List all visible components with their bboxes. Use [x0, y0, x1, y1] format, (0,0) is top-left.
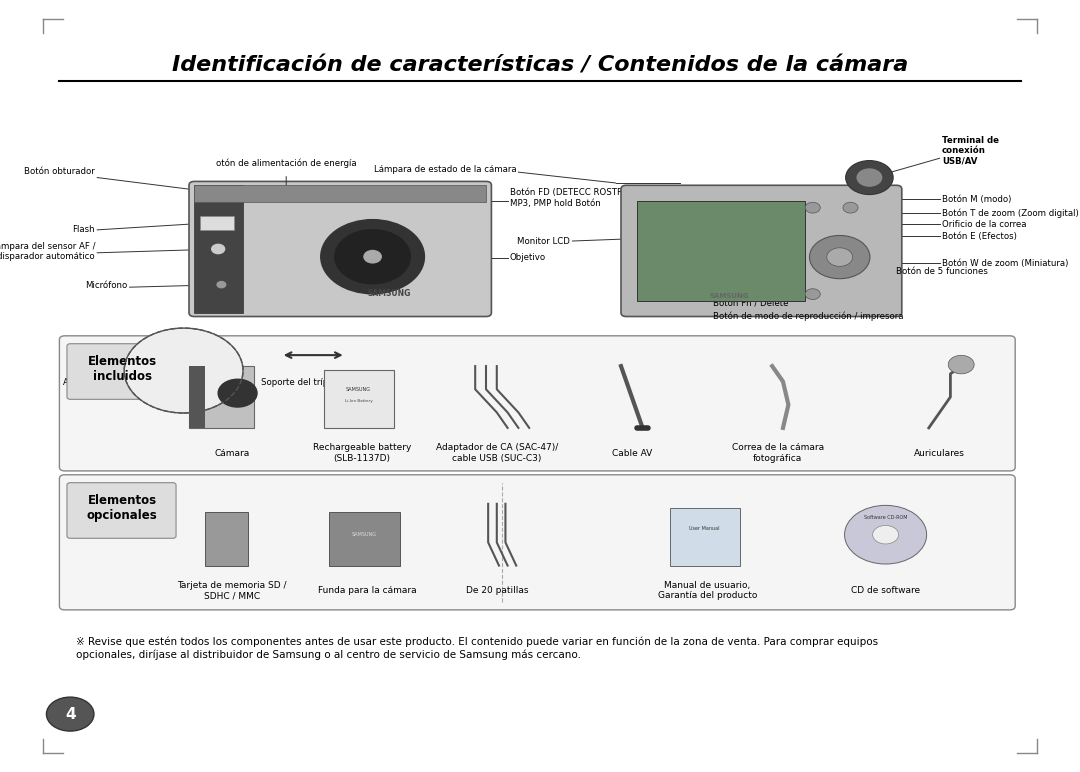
Text: Adaptador de CA (SAC-47)/
cable USB (SUC-C3): Adaptador de CA (SAC-47)/ cable USB (SUC… [435, 443, 558, 463]
Text: Correa de la cámara
fotográfica: Correa de la cámara fotográfica [731, 443, 824, 463]
Bar [670, 508, 740, 566]
Text: Micrófono: Micrófono [85, 282, 127, 290]
Text: Li-Ion Battery: Li-Ion Battery [345, 399, 373, 403]
FancyBboxPatch shape [59, 336, 1015, 471]
Circle shape [335, 230, 410, 284]
FancyBboxPatch shape [59, 475, 1015, 610]
Circle shape [806, 202, 821, 213]
Bar [189, 366, 254, 428]
Text: SAMSUNG: SAMSUNG [367, 289, 410, 298]
Text: Botón de modo de reproducción / impresora: Botón de modo de reproducción / impresor… [713, 312, 903, 321]
Text: Cable AV: Cable AV [611, 449, 652, 458]
Text: Terminal de
conexión
USB/AV: Terminal de conexión USB/AV [942, 136, 999, 165]
Circle shape [810, 235, 870, 279]
Text: otón de alimentación de energía: otón de alimentación de energía [216, 159, 356, 168]
Circle shape [806, 289, 821, 300]
Text: Identificación de características / Contenidos de la cámara: Identificación de características / Cont… [172, 56, 908, 76]
Text: Cámara: Cámara [215, 449, 249, 458]
Text: Botón T de zoom (Zoom digital): Botón T de zoom (Zoom digital) [942, 208, 1079, 218]
Bar [200, 216, 234, 230]
Text: Botón M (modo): Botón M (modo) [942, 195, 1011, 204]
Text: Tarjeta de memoria SD /
SDHC / MMC: Tarjeta de memoria SD / SDHC / MMC [177, 581, 287, 601]
Text: Funda para la cámara: Funda para la cámara [318, 586, 417, 595]
Circle shape [948, 355, 974, 374]
Text: Altavoz: Altavoz [64, 378, 95, 387]
Text: Monitor LCD: Monitor LCD [517, 236, 570, 245]
Text: Botón de 5 funciones: Botón de 5 funciones [895, 267, 988, 276]
Text: Orificio de la correa: Orificio de la correa [942, 220, 1026, 229]
Text: Soporte del trípode: Soporte del trípode [261, 378, 345, 387]
Text: Auriculares: Auriculares [914, 449, 966, 458]
FancyBboxPatch shape [67, 344, 176, 399]
Text: User Manual: User Manual [689, 526, 719, 531]
Bar [324, 370, 394, 428]
Circle shape [217, 282, 226, 288]
Text: Botón Fn / Delete: Botón Fn / Delete [713, 300, 788, 309]
Circle shape [845, 506, 927, 564]
Circle shape [321, 219, 424, 294]
Text: De 20 patillas: De 20 patillas [465, 586, 528, 595]
Circle shape [827, 248, 853, 266]
Text: Objetivo: Objetivo [510, 253, 545, 262]
Bar [194, 185, 486, 202]
FancyBboxPatch shape [621, 185, 902, 317]
Text: Botón FD (DETECC ROSTRO) /
MP3, PMP hold Botón: Botón FD (DETECC ROSTRO) / MP3, PMP hold… [510, 188, 638, 208]
Circle shape [873, 526, 899, 544]
Circle shape [856, 168, 882, 187]
Text: Manual de usuario,
Garantía del producto: Manual de usuario, Garantía del producto [658, 581, 757, 601]
Bar [194, 185, 243, 313]
Text: Botón W de zoom (Miniatura): Botón W de zoom (Miniatura) [942, 259, 1068, 268]
Text: CD de software: CD de software [851, 586, 920, 595]
Bar [189, 366, 205, 428]
Text: Lámpara del sensor AF /
disparador automático: Lámpara del sensor AF / disparador autom… [0, 242, 95, 261]
Circle shape [46, 697, 94, 731]
Circle shape [124, 328, 243, 413]
Text: Elementos
incluidos: Elementos incluidos [87, 355, 157, 383]
FancyBboxPatch shape [67, 482, 176, 538]
Text: SAMSUNG: SAMSUNG [351, 532, 377, 537]
Circle shape [846, 161, 893, 195]
Text: Botón obturador: Botón obturador [24, 167, 95, 176]
Bar [637, 201, 805, 301]
Bar [205, 512, 248, 566]
Text: SAMSUNG: SAMSUNG [346, 387, 372, 391]
Circle shape [364, 250, 381, 262]
Text: Botón E (Efectos): Botón E (Efectos) [942, 232, 1016, 241]
Text: Lámpara de estado de la cámara: Lámpara de estado de la cámara [374, 165, 516, 174]
Text: 4: 4 [65, 706, 76, 722]
Text: Rechargeable battery
(SLB-1137D): Rechargeable battery (SLB-1137D) [312, 443, 411, 463]
Text: Software CD-ROM: Software CD-ROM [864, 515, 907, 520]
Text: ※ Revise que estén todos los componentes antes de usar este producto. El conteni: ※ Revise que estén todos los componentes… [76, 637, 878, 659]
Circle shape [212, 245, 225, 253]
Text: Flash: Flash [72, 225, 95, 234]
Text: SAMSUNG: SAMSUNG [710, 293, 748, 299]
Text: Elementos
opcionales: Elementos opcionales [86, 494, 158, 522]
Circle shape [843, 202, 858, 213]
Bar [329, 512, 400, 566]
FancyBboxPatch shape [189, 181, 491, 317]
Circle shape [218, 379, 257, 407]
